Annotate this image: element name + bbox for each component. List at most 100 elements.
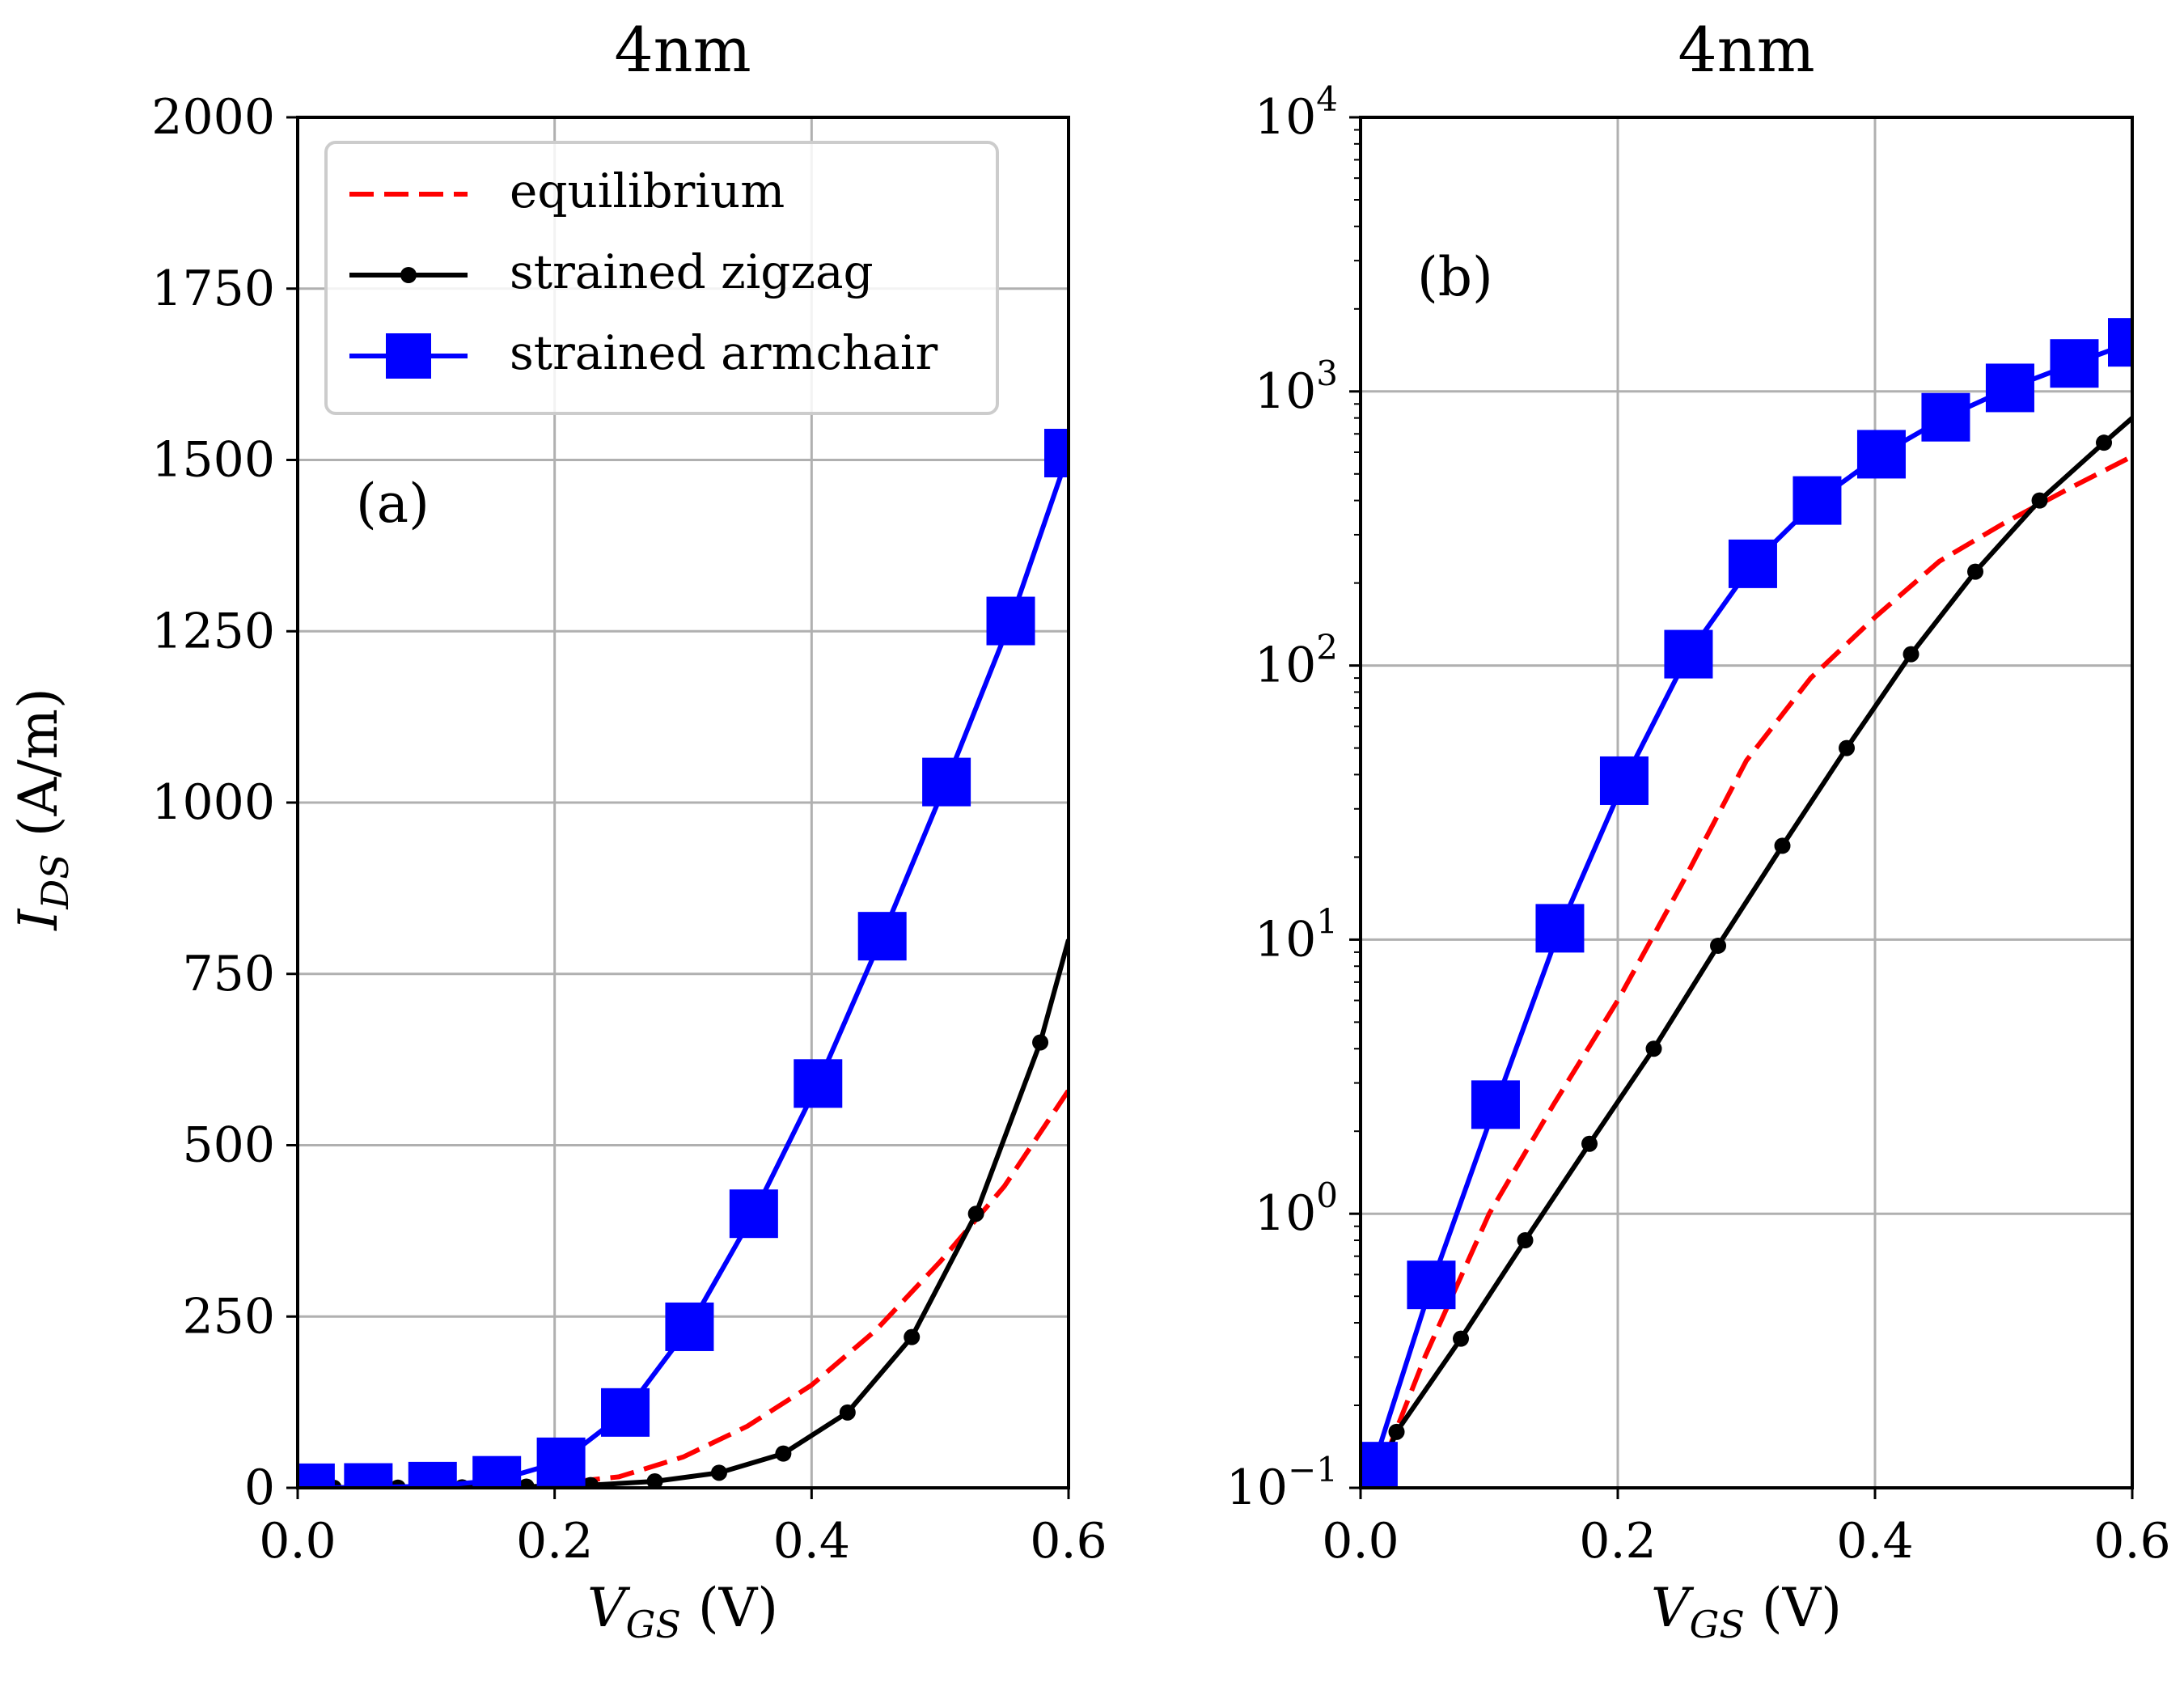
panel-b-zigzag-point — [1581, 1135, 1598, 1152]
panel-b-zigzag-point — [1903, 646, 1919, 663]
panel-b-frame — [1359, 116, 2134, 1489]
panel-b-zigzag-point — [1967, 563, 1984, 580]
panel-a-xtick-label: 0.2 — [516, 1513, 593, 1570]
panel-a-armchair-point — [665, 1302, 714, 1351]
ytick-base: 10 — [1226, 1460, 1288, 1516]
y-axis-label-unit: (A/m) — [7, 688, 70, 854]
panel-b-grid — [1359, 116, 2134, 1489]
panel-a-ytick-label: 0 — [244, 1460, 275, 1516]
panel-b-zigzag-point — [1839, 739, 1856, 756]
ytick-exponent: 4 — [1316, 79, 1338, 119]
panel-a-xtick-label: 0.4 — [773, 1513, 850, 1570]
legend-box — [324, 141, 999, 415]
panel-a-x-label-symbol: V — [587, 1577, 631, 1639]
panel-b-series-line-0 — [1371, 454, 2132, 1488]
legend-armchair-marker — [386, 333, 431, 379]
panel-b-armchair-point — [1664, 629, 1713, 679]
panel-a-zigzag-point — [1032, 1034, 1049, 1051]
panel-b-armchair-point — [2108, 318, 2132, 367]
panel-a-ytick-label: 2000 — [151, 89, 275, 146]
panel-a-title: 4nm — [614, 14, 751, 86]
panel-b-armchair-point — [1728, 539, 1777, 588]
panel-a-ytick-label: 500 — [182, 1117, 275, 1174]
panel-a-zigzag-point — [710, 1464, 727, 1481]
panel-a-zigzag-point — [646, 1472, 663, 1488]
panel-b-armchair-point — [1856, 430, 1906, 479]
panel-b-zigzag-point — [1388, 1423, 1405, 1440]
panel-b-series-line-1 — [1371, 416, 2132, 1488]
ytick-exponent: 2 — [1316, 628, 1338, 667]
panel-a-armchair-point — [408, 1461, 457, 1488]
panel-b-armchair-point — [2050, 339, 2099, 388]
panel-a-zigzag-point — [518, 1478, 535, 1488]
y-axis-label: IDS (A/m) — [7, 688, 77, 930]
legend-equilibrium-label: equilibrium — [510, 163, 785, 218]
panel-b-ytick-label: 103 — [1255, 354, 1338, 420]
panel-a-ytick-label: 250 — [182, 1288, 275, 1345]
panel-a-armchair-point — [986, 596, 1035, 646]
panel-b-ytick-label: 10−1 — [1226, 1450, 1338, 1516]
panel-a-armchair-point — [536, 1437, 586, 1486]
panel-a-zigzag-point — [775, 1445, 792, 1462]
ytick-base: 10 — [1255, 638, 1316, 694]
panel-b-xtick-label: 0.0 — [1322, 1513, 1399, 1570]
panel-b-zigzag-point — [1645, 1040, 1662, 1057]
panel-a-xtick-label: 0.0 — [259, 1513, 336, 1570]
legend-zigzag-marker — [400, 267, 417, 283]
panel-b-zigzag-point — [2096, 434, 2113, 451]
panel-a-zigzag-point — [839, 1404, 856, 1421]
panel-a-ytick-label: 1250 — [151, 603, 275, 659]
panel-b-zigzag-point — [1453, 1330, 1470, 1347]
ytick-exponent: 3 — [1316, 354, 1338, 393]
panel-a-armchair-point — [601, 1388, 650, 1437]
panel-a-series-line-1 — [310, 938, 1069, 1488]
y-axis-label-subscript: DS — [33, 854, 77, 909]
ytick-exponent: −1 — [1288, 1450, 1338, 1489]
panel-b-x-axis-label: VGS (V) — [1651, 1577, 1842, 1646]
panel-b-x-label-subscript: GS — [1690, 1603, 1745, 1646]
panel-b-armchair-point — [1792, 476, 1842, 525]
ytick-base: 10 — [1255, 89, 1316, 146]
panel-b-title: 4nm — [1678, 14, 1814, 86]
panel-b-armchair-point — [1985, 363, 2034, 413]
panel-b-armchair-point — [1407, 1260, 1456, 1310]
panel-a-x-label-unit: (V) — [681, 1577, 778, 1639]
panel-b-xtick-label: 0.6 — [2093, 1513, 2170, 1570]
panel-b-x-label-symbol: V — [1651, 1577, 1695, 1639]
panel-b-armchair-point — [1361, 1442, 1398, 1488]
panel-a-xtick-label: 0.6 — [1030, 1513, 1107, 1570]
panel-a-armchair-point — [344, 1463, 393, 1488]
panel-a-ytick-label: 750 — [182, 946, 275, 1002]
ytick-exponent: 0 — [1316, 1176, 1338, 1215]
panel-b-armchair-point — [1599, 756, 1649, 805]
panel-a-ticks: 0.0 0.2 0.4 0.6 0 250 500 750 1000 1250 1500 1750 20… — [151, 89, 1107, 1570]
panel-a-linear: 0.0 0.2 0.4 0.6 0 250 500 750 1000 1250 1500 1750 20… — [7, 14, 1107, 1646]
panel-b-zigzag-point — [1710, 937, 1727, 954]
legend-armchair-label: strained armchair — [510, 325, 938, 380]
panel-b-xtick-label: 0.2 — [1579, 1513, 1656, 1570]
legend-zigzag-label: strained zigzag — [510, 244, 874, 299]
panel-b-armchair-point — [1471, 1080, 1520, 1129]
panel-a-x-axis-label: VGS (V) — [587, 1577, 778, 1646]
ytick-base: 10 — [1255, 363, 1316, 420]
legend: equilibrium strained zigzag strained arm… — [324, 141, 999, 415]
panel-b-ytick-label: 102 — [1255, 628, 1338, 694]
panel-a-armchair-point — [1044, 429, 1069, 478]
panel-b-zigzag-point — [1774, 837, 1791, 854]
panel-a-armchair-point — [729, 1189, 778, 1239]
ytick-base: 10 — [1255, 1185, 1316, 1242]
panel-a-armchair-point — [857, 912, 907, 961]
panel-b-zigzag-point — [1517, 1232, 1534, 1249]
panel-a-armchair-point — [794, 1059, 843, 1108]
y-axis-label-symbol: I — [7, 908, 70, 931]
panel-a-armchair-point — [298, 1463, 335, 1488]
panel-b-ytick-label: 104 — [1255, 79, 1338, 146]
panel-a-zigzag-point — [904, 1328, 921, 1345]
panel-b-xtick-label: 0.4 — [1836, 1513, 1913, 1570]
panel-a-armchair-point — [922, 757, 971, 807]
panel-a-annotation: (a) — [356, 472, 430, 535]
panel-a-ytick-label: 1750 — [151, 261, 275, 317]
